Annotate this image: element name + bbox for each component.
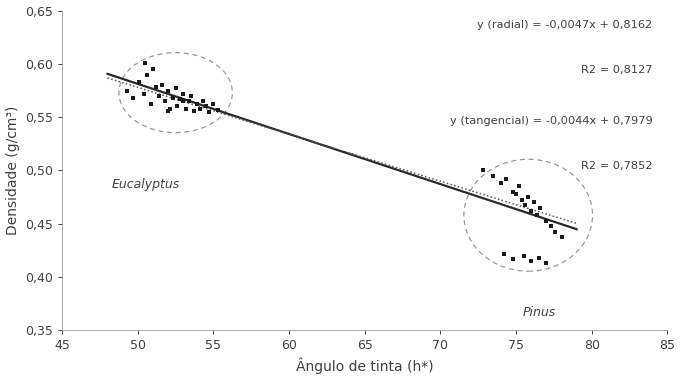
Point (178, 91, 189, 97)
Point (175, 96, 186, 102)
Point (170, 86, 181, 92)
Point (140, 60, 151, 66)
Point (159, 98, 170, 104)
Point (128, 95, 139, 101)
Text: Pinus: Pinus (522, 306, 556, 319)
Point (146, 101, 157, 108)
Point (197, 98, 208, 104)
Text: y (radial) = -0,0047x + 0,8162: y (radial) = -0,0047x + 0,8162 (477, 20, 652, 30)
Text: y (tangencial) = -0,0044x + 0,7979: y (tangencial) = -0,0044x + 0,7979 (449, 116, 652, 126)
Point (526, 208, 537, 214)
Point (520, 201, 530, 207)
Point (180, 106, 191, 112)
Point (157, 82, 168, 88)
Point (208, 101, 219, 108)
Point (200, 103, 211, 109)
Point (477, 168, 488, 174)
Point (189, 108, 200, 114)
Point (507, 189, 518, 195)
Point (541, 217, 552, 223)
Point (526, 258, 537, 264)
Point (541, 260, 552, 266)
Point (163, 108, 174, 114)
Point (163, 87, 174, 93)
Point (184, 98, 195, 104)
Y-axis label: Densidade (g/cm³): Densidade (g/cm³) (5, 106, 20, 235)
Point (164, 106, 175, 112)
Point (148, 66, 159, 72)
Point (194, 106, 205, 112)
Point (167, 95, 178, 101)
Point (556, 234, 567, 240)
Point (513, 184, 524, 190)
Point (153, 93, 164, 99)
X-axis label: Ângulo de tinta (h*): Ângulo de tinta (h*) (296, 358, 434, 374)
Point (518, 253, 529, 259)
Point (488, 173, 499, 179)
Point (138, 91, 149, 97)
Point (191, 101, 202, 108)
Point (511, 191, 522, 197)
Point (185, 93, 196, 99)
Point (212, 107, 223, 113)
Point (496, 180, 507, 186)
Point (172, 103, 183, 109)
Point (535, 205, 545, 211)
Point (529, 200, 540, 206)
Point (500, 176, 511, 182)
Point (550, 229, 561, 235)
Text: R2 = 0,8127: R2 = 0,8127 (581, 65, 652, 75)
Point (545, 223, 556, 229)
Point (517, 197, 528, 203)
Point (134, 79, 145, 85)
Text: R2 = 0,7852: R2 = 0,7852 (581, 161, 652, 171)
Point (498, 250, 509, 256)
Point (151, 84, 161, 90)
Point (507, 256, 518, 262)
Point (142, 71, 153, 78)
Point (532, 212, 543, 218)
Point (523, 194, 534, 200)
Text: Eucalyptus: Eucalyptus (111, 178, 180, 191)
Point (533, 255, 544, 261)
Point (204, 109, 215, 115)
Point (178, 98, 189, 104)
Point (122, 87, 133, 93)
